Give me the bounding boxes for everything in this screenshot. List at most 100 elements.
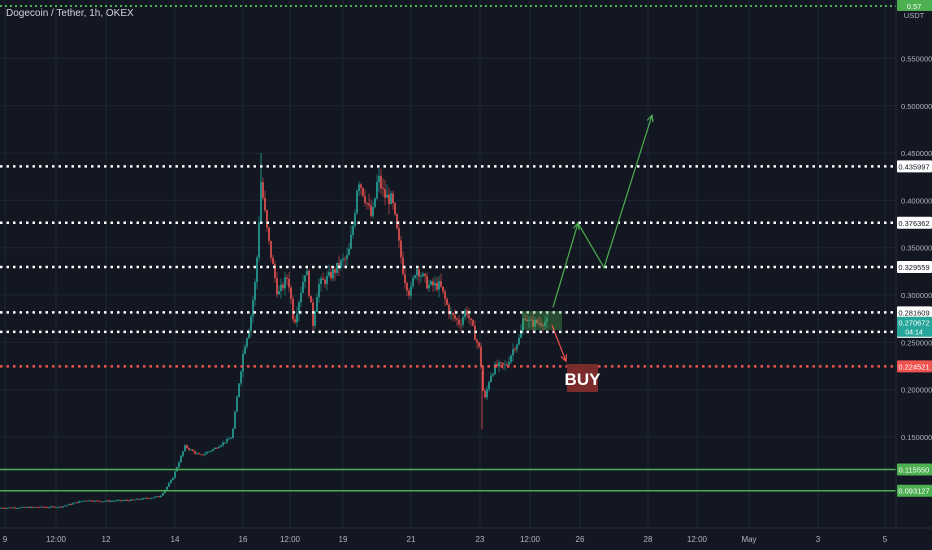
- candle-body: [180, 455, 182, 463]
- candle-body: [538, 322, 540, 324]
- candle-body: [194, 451, 196, 454]
- candle-body: [126, 500, 128, 501]
- candle-body: [272, 257, 274, 265]
- candle-body: [228, 438, 230, 440]
- candle-body: [486, 389, 488, 398]
- candle-body: [238, 383, 240, 397]
- candle-body: [178, 462, 180, 468]
- time-tick-label: 12:00: [280, 535, 301, 544]
- candle-body: [6, 507, 8, 509]
- arrow-head: [646, 113, 654, 123]
- candle-body: [252, 300, 254, 317]
- candle-body: [452, 312, 454, 316]
- price-tick-label: 0.250000: [901, 338, 932, 347]
- chart-grid: [0, 0, 896, 528]
- candle-body: [288, 278, 290, 288]
- level-label-box: [897, 306, 932, 319]
- candle-body: [532, 319, 534, 327]
- current-price-label: 0.270672: [898, 319, 929, 328]
- candle-body: [248, 330, 250, 339]
- candle-body: [80, 501, 82, 503]
- price-tick-label: 0.550000: [901, 55, 932, 64]
- candle-body: [276, 278, 278, 295]
- candle-body: [298, 302, 300, 314]
- level-label: 0.281609: [898, 308, 929, 317]
- candle-body: [444, 291, 446, 299]
- candle-body: [356, 190, 358, 214]
- candle-body: [348, 248, 350, 256]
- candle-body: [142, 498, 144, 500]
- candle-body: [128, 500, 130, 502]
- candle-body: [184, 445, 186, 452]
- candle-body: [140, 499, 142, 501]
- candle-body: [84, 500, 86, 502]
- candle-body: [352, 226, 354, 235]
- candle-body: [434, 282, 436, 286]
- candle-body: [74, 502, 76, 504]
- candle-body: [34, 507, 36, 508]
- current-price-label-box: [897, 316, 932, 337]
- candle-body: [392, 193, 394, 203]
- candle-body: [400, 240, 402, 258]
- candle-body: [300, 292, 302, 303]
- candle-body: [468, 315, 470, 319]
- time-tick-label: May: [741, 535, 756, 544]
- candle-body: [318, 284, 320, 298]
- candle-body: [396, 214, 398, 229]
- candle-body: [16, 508, 18, 509]
- candle-body: [92, 501, 94, 503]
- candle-body: [428, 284, 430, 289]
- candle-body: [162, 492, 164, 496]
- candle-body: [58, 506, 60, 508]
- candle-body: [334, 269, 336, 273]
- candle-body: [448, 304, 450, 315]
- candle-body: [242, 353, 244, 372]
- time-tick-label: 5: [883, 535, 888, 544]
- candle-body: [262, 182, 264, 198]
- projection-drawings: BUY: [522, 113, 654, 392]
- candle-body: [324, 279, 326, 284]
- candle-body: [98, 500, 100, 502]
- candle-body: [342, 258, 344, 261]
- candle-body: [346, 255, 348, 259]
- candle-body: [410, 286, 412, 296]
- candle-body: [50, 506, 52, 508]
- candle-body: [152, 497, 154, 499]
- time-axis[interactable]: [0, 527, 932, 550]
- candle-body: [446, 298, 448, 305]
- level-label-box: [897, 160, 932, 173]
- price-tick-label: 0.500000: [901, 102, 932, 111]
- candle-body: [540, 322, 542, 326]
- candle-body: [224, 442, 226, 444]
- candle-body: [234, 411, 236, 429]
- candle-body: [308, 270, 310, 296]
- time-tick-label: 12:00: [46, 535, 67, 544]
- candle-body: [168, 483, 170, 487]
- candle-body: [134, 499, 136, 501]
- level-label: 0.376362: [898, 219, 929, 228]
- candle-body: [302, 281, 304, 293]
- currency-label: USDT: [904, 11, 925, 20]
- candle-body: [78, 501, 80, 503]
- candle-body: [232, 428, 234, 439]
- price-tick-label: 0.450000: [901, 149, 932, 158]
- candle-body: [274, 264, 276, 279]
- time-tick-label: 21: [407, 535, 416, 544]
- candle-body: [512, 349, 514, 356]
- candle-body: [290, 287, 292, 299]
- candle-body: [286, 277, 288, 279]
- price-tick-label: 0.350000: [901, 244, 932, 253]
- candle-body: [306, 270, 308, 276]
- candle-body: [304, 275, 306, 282]
- candle-body: [450, 312, 452, 315]
- candle-body: [338, 262, 340, 268]
- candle-body: [36, 507, 38, 508]
- time-tick-label: 9: [3, 535, 8, 544]
- candle-body: [320, 278, 322, 285]
- candle-body: [380, 175, 382, 189]
- level-label-box: [897, 360, 932, 373]
- candle-body: [46, 507, 48, 509]
- candle-body: [284, 277, 286, 289]
- candle-body: [490, 375, 492, 382]
